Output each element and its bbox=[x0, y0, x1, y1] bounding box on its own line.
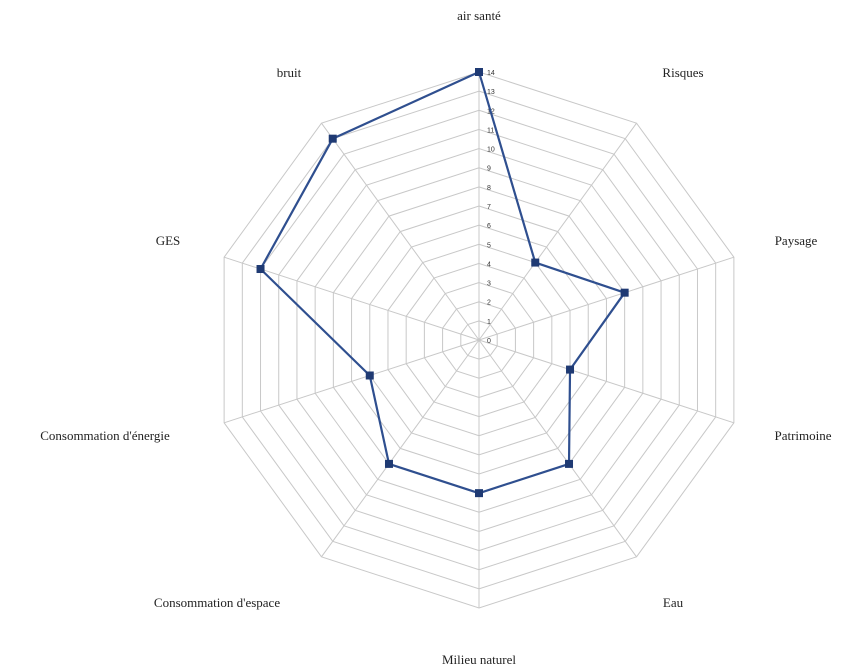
spoke-7 bbox=[321, 339, 480, 558]
tick-label-2: 2 bbox=[487, 300, 491, 307]
data-point-5 bbox=[565, 459, 574, 468]
tick-label-9: 9 bbox=[487, 166, 491, 173]
axis-label-2: Risques bbox=[662, 65, 703, 80]
tick-label-5: 5 bbox=[487, 242, 491, 249]
axis-label-7: Consommation d'espace bbox=[154, 595, 280, 610]
spoke-4 bbox=[478, 339, 735, 424]
axis-label-9: GES bbox=[156, 233, 181, 248]
axis-label-4: Patrimoine bbox=[774, 428, 831, 443]
tick-label-11: 11 bbox=[487, 127, 494, 134]
data-point-7 bbox=[384, 459, 393, 468]
spoke-10 bbox=[321, 122, 480, 341]
data-point-8 bbox=[365, 371, 374, 380]
spoke-8 bbox=[223, 339, 480, 424]
tick-label-10: 10 bbox=[487, 147, 495, 154]
grid-layer bbox=[223, 71, 735, 609]
axis-label-5: Eau bbox=[663, 595, 684, 610]
series-layer bbox=[256, 68, 629, 498]
data-point-1 bbox=[475, 68, 483, 76]
tick-label-1: 1 bbox=[487, 319, 491, 326]
axis-label-6: Milieu naturel bbox=[442, 652, 516, 667]
spoke-5 bbox=[478, 339, 637, 558]
tick-label-4: 4 bbox=[487, 261, 491, 268]
series-line-1 bbox=[259, 70, 626, 495]
axis-label-1: air santé bbox=[457, 8, 501, 23]
data-point-10 bbox=[328, 134, 337, 143]
axis-label-10: bruit bbox=[277, 65, 302, 80]
data-point-9 bbox=[256, 265, 265, 274]
data-point-3 bbox=[620, 288, 629, 297]
axis-label-8: Consommation d'énergie bbox=[40, 428, 170, 443]
axis-label-3: Paysage bbox=[775, 233, 818, 248]
tick-label-6: 6 bbox=[487, 223, 491, 230]
data-point-4 bbox=[566, 365, 575, 374]
axis-labels: air santé Risques Paysage Patrimoine Eau Mili… bbox=[40, 8, 832, 667]
tick-label-3: 3 bbox=[487, 281, 491, 288]
tick-label-7: 7 bbox=[487, 204, 491, 211]
tick-label-14: 14 bbox=[487, 70, 495, 77]
spoke-2 bbox=[478, 122, 637, 341]
tick-label-0: 0 bbox=[487, 338, 491, 345]
tick-label-8: 8 bbox=[487, 185, 491, 192]
spoke-9 bbox=[223, 256, 480, 341]
data-point-2 bbox=[531, 258, 540, 267]
data-point-6 bbox=[475, 489, 483, 498]
tick-label-13: 13 bbox=[487, 89, 495, 96]
spoke-3 bbox=[478, 256, 735, 341]
